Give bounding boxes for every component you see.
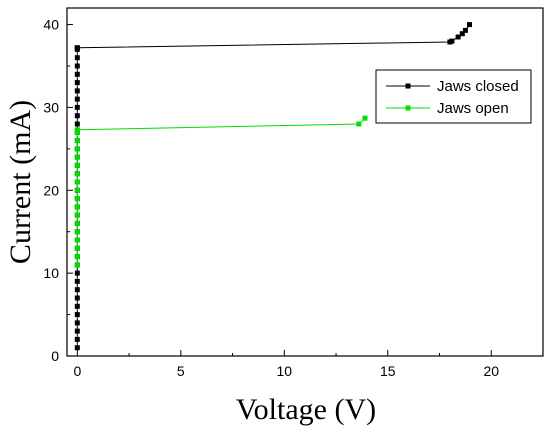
data-point: [74, 303, 80, 309]
x-tick-label: 10: [277, 363, 293, 379]
data-point: [74, 154, 80, 160]
y-axis-title: Current (mA): [4, 100, 37, 264]
data-point: [74, 55, 80, 61]
data-point: [74, 63, 80, 69]
legend-box: [375, 69, 532, 124]
data-point: [356, 121, 362, 127]
legend-label-jaws-open: Jaws open: [437, 100, 509, 117]
data-point: [455, 34, 461, 40]
y-tick-label: 30: [43, 99, 59, 115]
data-point: [74, 312, 80, 318]
legend-label-jaws-closed: Jaws closed: [437, 78, 519, 95]
series-jaws-open: [74, 115, 368, 268]
legend-marker-jaws-open: [405, 105, 411, 111]
data-point: [74, 179, 80, 185]
data-point: [467, 22, 472, 28]
data-point: [74, 187, 80, 193]
x-tick-label: 0: [73, 363, 81, 379]
data-point: [74, 212, 80, 218]
data-point: [74, 121, 80, 127]
x-tick-label: 5: [177, 363, 185, 379]
data-point: [74, 146, 80, 152]
data-point: [74, 113, 80, 119]
data-point: [74, 237, 80, 243]
data-point: [74, 45, 80, 51]
data-point: [74, 220, 80, 226]
data-point: [74, 71, 80, 77]
data-point: [449, 38, 455, 44]
data-point: [459, 31, 465, 37]
data-point: [74, 328, 80, 334]
data-point: [74, 229, 80, 235]
data-point: [74, 204, 80, 210]
legend: Jaws closed Jaws open: [375, 69, 532, 124]
data-point: [74, 127, 80, 133]
ticks-layer: 0 5 10 15 20 0 10 20 30 40: [43, 17, 499, 379]
data-point: [74, 254, 80, 260]
data-point: [74, 278, 80, 284]
data-point: [74, 171, 80, 177]
data-point: [462, 27, 468, 33]
data-point: [74, 320, 80, 326]
data-point: [74, 196, 80, 202]
y-tick-label: 10: [43, 265, 59, 281]
data-point: [74, 295, 80, 301]
x-tick-label: 15: [380, 363, 396, 379]
y-tick-label: 0: [51, 348, 59, 364]
data-point: [74, 270, 80, 276]
data-point: [74, 245, 80, 251]
data-point: [74, 96, 80, 102]
x-axis-title: Voltage (V): [236, 393, 376, 426]
y-tick-label: 20: [43, 182, 59, 198]
data-point: [74, 287, 80, 293]
data-point: [74, 336, 80, 342]
data-point: [74, 162, 80, 168]
data-point: [74, 104, 80, 110]
x-tick-label: 20: [483, 363, 499, 379]
data-point: [362, 115, 368, 121]
plot-frame: [66, 7, 544, 357]
y-tick-label: 40: [43, 17, 59, 33]
data-point: [74, 88, 80, 94]
data-point: [74, 80, 80, 86]
series-layer: [74, 22, 472, 351]
legend-marker-jaws-closed: [405, 83, 411, 89]
data-point: [74, 345, 80, 351]
data-point: [74, 138, 80, 144]
data-point: [74, 262, 80, 268]
